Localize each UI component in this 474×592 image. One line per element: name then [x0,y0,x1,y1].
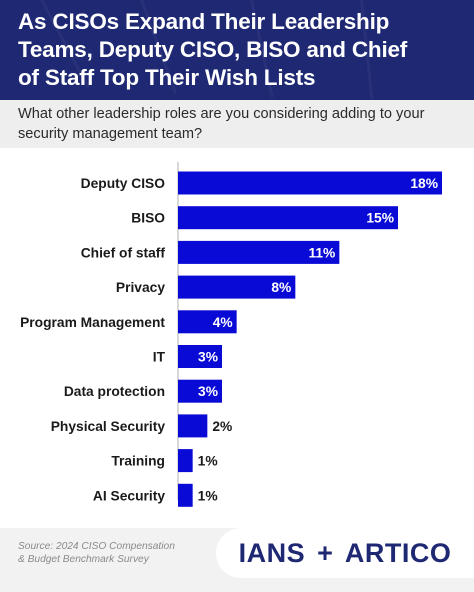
category-label: Privacy [116,280,165,295]
title-line: As CISOs Expand Their Leadership [18,9,390,34]
question-line: What other leadership roles are you cons… [18,106,425,122]
bar [178,171,442,195]
value-label: 18% [410,176,438,191]
bar [178,414,208,438]
category-label: Data protection [64,384,165,399]
ians-logo: IANS [238,537,306,568]
survey-question: What other leadership roles are you cons… [18,104,458,144]
value-label: 2% [212,419,232,434]
value-label: 8% [271,280,291,295]
value-label: 1% [198,454,218,469]
category-label: BISO [131,211,165,226]
source-line: Source: 2024 CISO Compensation [18,541,175,552]
value-label: 15% [366,211,394,226]
logo-bar: IANS + ARTICO [216,528,474,578]
source-note: Source: 2024 CISO Compensation & Budget … [18,540,218,566]
bar [178,240,340,264]
bars-group: Deputy CISO 18% BISO 15% Chief of staff 11% Pr… [20,171,442,507]
plus-sign: + [317,537,333,568]
category-label: Deputy CISO [81,176,166,191]
bar-chart: Deputy CISO 18% BISO 15% Chief of staff 11% Pr… [20,162,442,507]
header-banner: As CISOs Expand Their Leadership Teams, … [0,0,474,100]
bar [178,310,237,334]
question-line: security management team? [18,126,203,142]
title-line: Teams, Deputy CISO, BISO and Chief [18,37,408,62]
value-label: 3% [198,384,218,399]
category-label: Program Management [20,315,165,330]
value-label: 11% [308,245,335,260]
value-label: 4% [213,315,233,330]
bar [178,379,222,403]
category-label: Physical Security [51,419,166,434]
bar [178,206,398,230]
bar [178,483,193,507]
question-band [0,100,474,148]
source-line: & Budget Benchmark Survey [18,554,149,565]
bar [178,345,222,368]
value-label: 1% [198,488,218,503]
category-label: IT [153,350,166,365]
bar [178,275,296,299]
artico-logo: ARTICO [344,537,452,568]
value-label: 3% [198,350,218,365]
page-title: As CISOs Expand Their Leadership Teams, … [18,8,468,92]
title-line: of Staff Top Their Wish Lists [18,65,316,90]
category-label: Training [111,454,165,469]
category-label: AI Security [93,488,165,503]
category-label: Chief of staff [81,245,166,260]
bar [178,449,193,473]
